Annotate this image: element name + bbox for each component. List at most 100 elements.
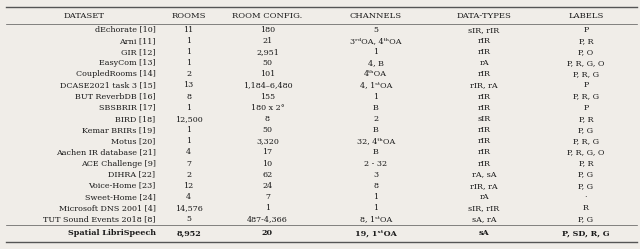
Text: 180: 180 (260, 26, 275, 34)
Text: P, R, G: P, R, G (573, 93, 599, 101)
Text: P, G: P, G (579, 215, 593, 223)
Text: P, R, G: P, R, G (573, 70, 599, 78)
Text: 7: 7 (186, 160, 191, 168)
Text: 21: 21 (262, 37, 273, 45)
Text: 8, 1ˢᵗOA: 8, 1ˢᵗOA (360, 215, 392, 223)
Text: 10: 10 (262, 160, 273, 168)
Text: 1: 1 (186, 48, 191, 56)
Text: 1: 1 (373, 48, 378, 56)
Text: P: P (583, 104, 589, 112)
Text: GIR [12]: GIR [12] (121, 48, 156, 56)
Text: P, R, G: P, R, G (573, 137, 599, 145)
Text: R: R (583, 204, 589, 212)
Text: sA: sA (479, 229, 490, 237)
Text: rIR: rIR (477, 70, 491, 78)
Text: Kemar BRIRs [19]: Kemar BRIRs [19] (82, 126, 156, 134)
Text: 2,951: 2,951 (256, 48, 279, 56)
Text: rIR, rA: rIR, rA (470, 182, 498, 190)
Text: Voice-Home [23]: Voice-Home [23] (88, 182, 156, 190)
Text: P: P (583, 81, 589, 89)
Text: P, R: P, R (579, 160, 593, 168)
Text: P, O: P, O (579, 48, 593, 56)
Text: rIR: rIR (477, 93, 491, 101)
Text: rIR: rIR (477, 104, 491, 112)
Text: CHANNELS: CHANNELS (349, 12, 402, 20)
Text: rIR: rIR (477, 126, 491, 134)
Text: P, G: P, G (579, 126, 593, 134)
Text: 2: 2 (373, 115, 378, 123)
Text: P, R: P, R (579, 115, 593, 123)
Text: 1: 1 (373, 93, 378, 101)
Text: 1: 1 (186, 126, 191, 134)
Text: DATASET: DATASET (63, 12, 104, 20)
Text: 50: 50 (262, 126, 273, 134)
Text: 2: 2 (186, 171, 191, 179)
Text: sA, rA: sA, rA (472, 215, 497, 223)
Text: 20: 20 (262, 229, 273, 237)
Text: 3,320: 3,320 (256, 137, 279, 145)
Text: 5: 5 (373, 26, 378, 34)
Text: Spatial LibriSpeech: Spatial LibriSpeech (68, 229, 156, 237)
Text: 12: 12 (184, 182, 194, 190)
Text: TUT Sound Events 2018 [8]: TUT Sound Events 2018 [8] (43, 215, 156, 223)
Text: Aachen IR database [21]: Aachen IR database [21] (56, 148, 156, 156)
Text: Sweet-Home [24]: Sweet-Home [24] (84, 193, 156, 201)
Text: 24: 24 (262, 182, 273, 190)
Text: 155: 155 (260, 93, 275, 101)
Text: 1: 1 (186, 104, 191, 112)
Text: rIR: rIR (477, 37, 491, 45)
Text: rIR: rIR (477, 160, 491, 168)
Text: 4, 1ˢᵗOA: 4, 1ˢᵗOA (360, 81, 392, 89)
Text: rA: rA (479, 193, 489, 201)
Text: P, SD, R, G: P, SD, R, G (562, 229, 610, 237)
Text: 101: 101 (260, 70, 275, 78)
Text: CoupledRooms [14]: CoupledRooms [14] (76, 70, 156, 78)
Text: 7: 7 (265, 193, 270, 201)
Text: 4, B: 4, B (368, 59, 384, 67)
Text: 14,576: 14,576 (175, 204, 203, 212)
Text: SBSBRIR [17]: SBSBRIR [17] (99, 104, 156, 112)
Text: 19, 1ˢᵗOA: 19, 1ˢᵗOA (355, 229, 397, 237)
Text: rIR: rIR (477, 48, 491, 56)
Text: rIR: rIR (477, 148, 491, 156)
Text: 2 - 32: 2 - 32 (364, 160, 387, 168)
Text: LABELS: LABELS (568, 12, 604, 20)
Text: 17: 17 (262, 148, 273, 156)
Text: 180 x 2°: 180 x 2° (250, 104, 284, 112)
Text: 4: 4 (186, 148, 191, 156)
Text: 8: 8 (373, 182, 378, 190)
Text: 3ʳᵈOA, 4ᵗʰOA: 3ʳᵈOA, 4ᵗʰOA (350, 37, 401, 45)
Text: 8: 8 (186, 93, 191, 101)
Text: B: B (373, 126, 379, 134)
Text: sIR, rIR: sIR, rIR (468, 26, 500, 34)
Text: rA, sA: rA, sA (472, 171, 497, 179)
Text: ·: · (585, 193, 587, 201)
Text: DIHRA [22]: DIHRA [22] (108, 171, 156, 179)
Text: P, R, G, O: P, R, G, O (567, 148, 605, 156)
Text: P, G: P, G (579, 171, 593, 179)
Text: 1: 1 (186, 137, 191, 145)
Text: 487-4,366: 487-4,366 (247, 215, 288, 223)
Text: BIRD [18]: BIRD [18] (115, 115, 156, 123)
Text: 32, 4ᵗʰOA: 32, 4ᵗʰOA (356, 137, 395, 145)
Text: P, G: P, G (579, 182, 593, 190)
Text: 11: 11 (184, 26, 194, 34)
Text: 50: 50 (262, 59, 273, 67)
Text: 4: 4 (186, 193, 191, 201)
Text: P: P (583, 26, 589, 34)
Text: 5: 5 (186, 215, 191, 223)
Text: sIR, rIR: sIR, rIR (468, 204, 500, 212)
Text: 4ᵗʰOA: 4ᵗʰOA (364, 70, 387, 78)
Text: 8,952: 8,952 (176, 229, 201, 237)
Text: 13: 13 (184, 81, 194, 89)
Text: 3: 3 (373, 171, 378, 179)
Text: rIR: rIR (477, 137, 491, 145)
Text: ROOMS: ROOMS (172, 12, 206, 20)
Text: DATA-TYPES: DATA-TYPES (457, 12, 511, 20)
Text: 1: 1 (186, 59, 191, 67)
Text: 1: 1 (265, 204, 270, 212)
Text: P, R: P, R (579, 37, 593, 45)
Text: 1: 1 (186, 37, 191, 45)
Text: 1: 1 (373, 193, 378, 201)
Text: DCASE2021 task 3 [15]: DCASE2021 task 3 [15] (60, 81, 156, 89)
